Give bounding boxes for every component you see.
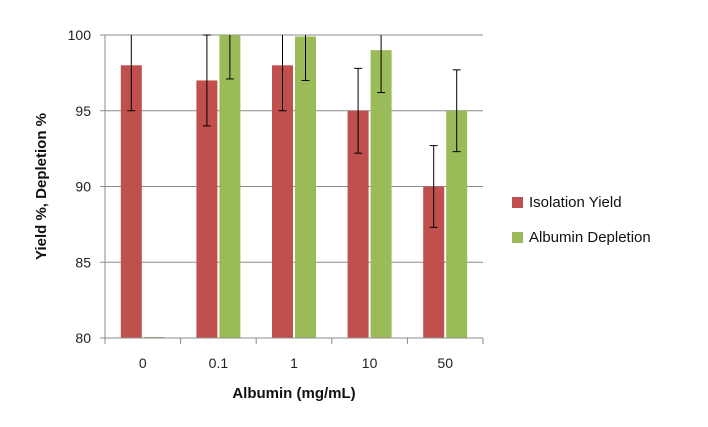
legend-swatch: [512, 232, 523, 243]
y-tick-label: 85: [75, 254, 91, 270]
axes: [100, 34, 484, 344]
x-tick-label: 1: [290, 355, 298, 371]
bar-isolation-yield: [120, 65, 142, 339]
bar-isolation-yield: [423, 186, 445, 338]
bar-albumin-depletion: [295, 36, 316, 338]
bar-albumin-depletion: [219, 35, 241, 338]
legend-label: Isolation Yield: [529, 194, 622, 211]
x-tick-label: 0: [139, 355, 147, 371]
x-tick-label: 50: [437, 355, 453, 371]
y-axis-title: Yield %, Depletion %: [33, 113, 50, 260]
legend-label: Albumin Depletion: [529, 229, 651, 246]
y-tick-label: 100: [68, 27, 92, 43]
bar-albumin-depletion: [446, 110, 468, 338]
gridlines: [105, 34, 483, 263]
bars: [120, 35, 468, 339]
error-bars: [127, 34, 461, 228]
y-tick-label: 80: [75, 330, 91, 346]
legend-swatch: [512, 197, 523, 208]
bar-isolation-yield: [196, 80, 218, 338]
legend: Isolation Yield Albumin Depletion: [512, 194, 651, 246]
x-tick-label: 10: [362, 355, 378, 371]
bar-albumin-depletion: [370, 50, 392, 339]
bar-isolation-yield: [347, 110, 369, 338]
y-tick-label: 95: [75, 103, 91, 119]
y-tick-label: 90: [75, 179, 91, 195]
x-tick-label: 0.1: [209, 355, 229, 371]
bar-isolation-yield: [272, 65, 293, 339]
tick-labels: 80 85 90 95 100 0 0.1 1 10 50: [68, 27, 454, 371]
x-axis-title: Albumin (mg/mL): [232, 385, 355, 402]
